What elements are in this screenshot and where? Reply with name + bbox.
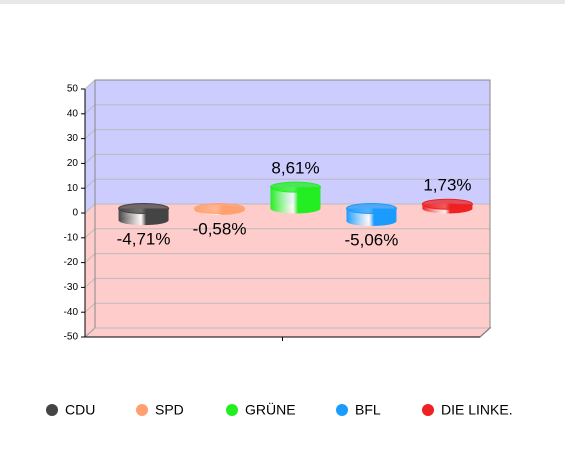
y-tick-label: 40 bbox=[67, 108, 79, 119]
back-wall-lower bbox=[95, 204, 490, 328]
y-tick-label: -30 bbox=[64, 282, 79, 293]
value-label: 8,61% bbox=[271, 159, 319, 178]
top-strip bbox=[0, 0, 565, 4]
bar-top bbox=[194, 203, 246, 214]
y-tick-label: -40 bbox=[64, 307, 79, 318]
bar-top bbox=[270, 181, 321, 193]
floor bbox=[83, 327, 492, 338]
legend-label: BFL bbox=[355, 402, 381, 418]
value-label: 1,73% bbox=[423, 176, 471, 195]
legend-swatch bbox=[46, 404, 58, 416]
legend-label: SPD bbox=[155, 402, 184, 418]
bar bbox=[270, 187, 321, 209]
legend-swatch bbox=[226, 404, 238, 416]
y-tick-label: -10 bbox=[64, 232, 79, 243]
y-tick-label: 30 bbox=[67, 133, 79, 144]
legend-label: DIE LINKE. bbox=[441, 402, 513, 418]
y-tick-label: 0 bbox=[72, 208, 78, 219]
bar-top bbox=[421, 198, 473, 210]
bar-top bbox=[118, 203, 170, 214]
left-wall-lower bbox=[85, 204, 95, 337]
value-label: -5,06% bbox=[345, 231, 399, 250]
wall-outline bbox=[94, 79, 491, 338]
y-tick-label: -20 bbox=[64, 257, 79, 268]
legend-swatch bbox=[422, 404, 434, 416]
value-label: -4,71% bbox=[117, 230, 171, 249]
left-wall-upper bbox=[85, 80, 95, 213]
y-tick-label: 10 bbox=[67, 183, 79, 194]
y-tick-label: 20 bbox=[67, 158, 79, 169]
legend-label: CDU bbox=[65, 402, 95, 418]
legend-swatch bbox=[136, 404, 148, 416]
legend-swatch bbox=[336, 404, 348, 416]
y-tick-label: -50 bbox=[64, 332, 79, 343]
y-tick-label: 50 bbox=[67, 84, 79, 95]
legend-label: GRÜNE bbox=[245, 401, 296, 418]
bar-top bbox=[345, 203, 397, 214]
bar bbox=[118, 208, 169, 221]
value-label: -0,58% bbox=[193, 219, 247, 238]
